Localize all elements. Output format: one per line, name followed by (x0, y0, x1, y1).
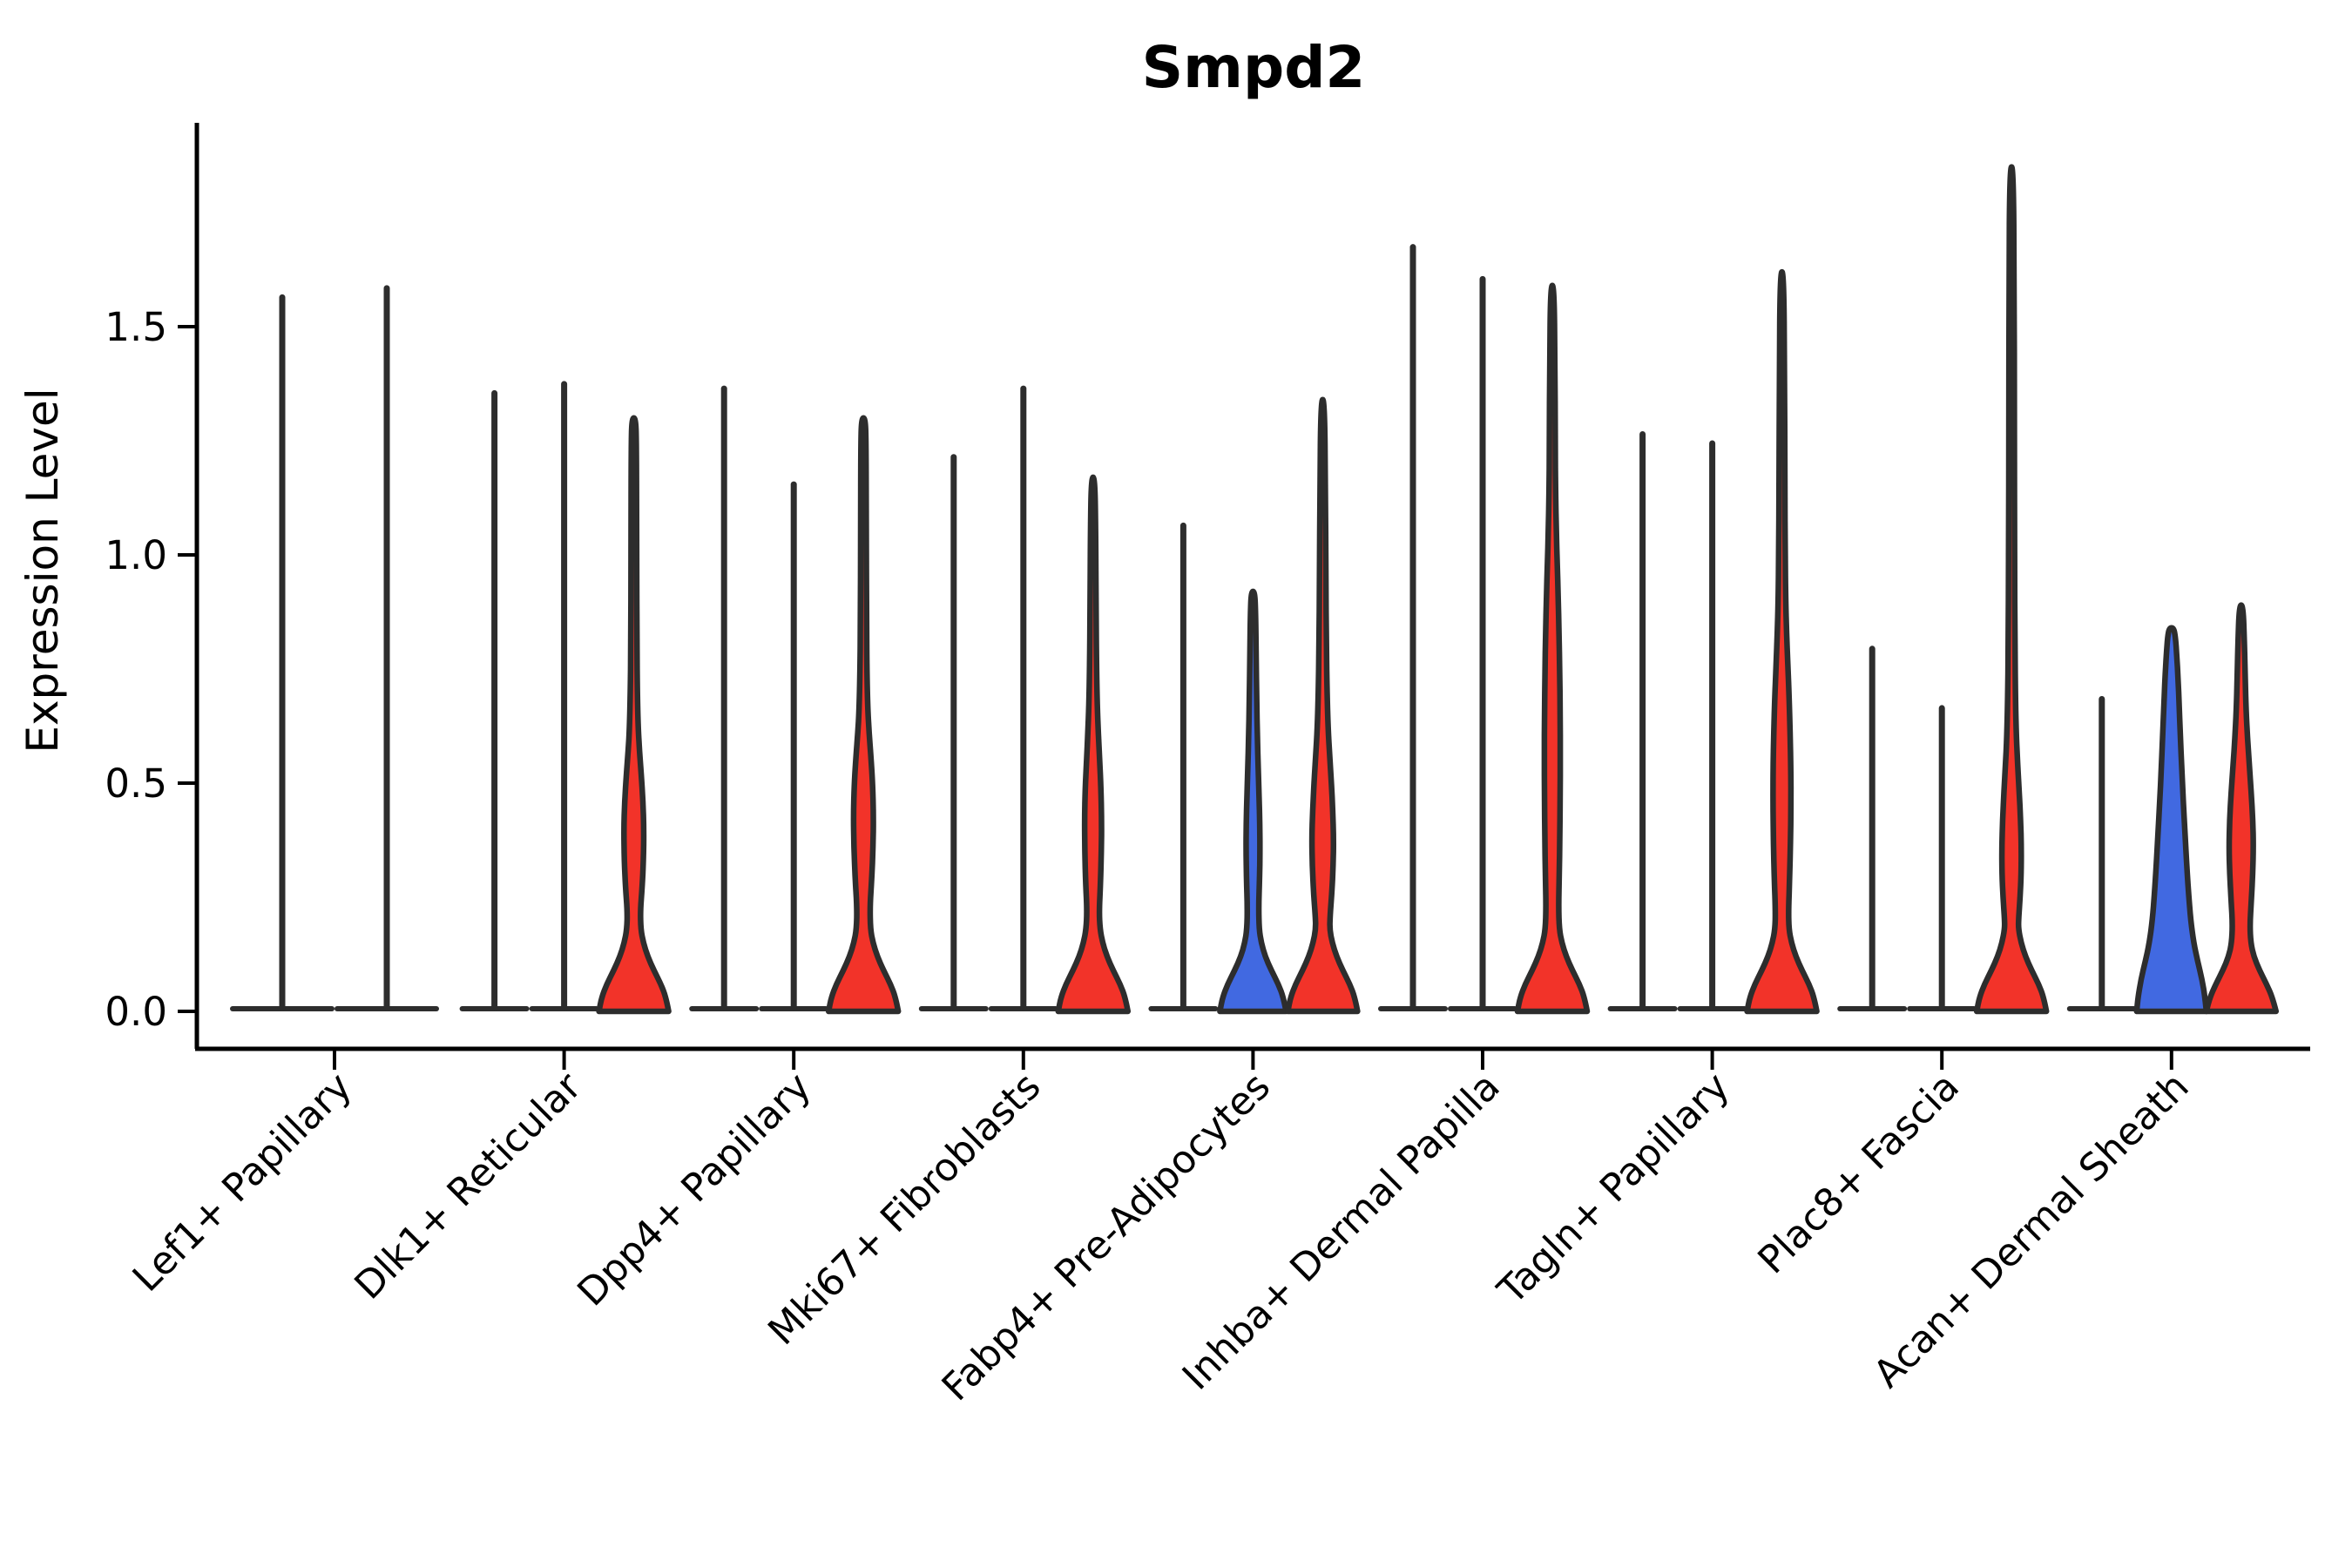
violin-body-7-2 (1973, 164, 2050, 1015)
violin-body-3-2 (1055, 474, 1132, 1015)
violin-body-4-1 (1217, 588, 1289, 1015)
violin-body-8-2 (2203, 602, 2280, 1015)
x-tick-label-7: Plac8+ Fascia (1749, 1064, 1968, 1283)
violins-layer (230, 164, 2280, 1015)
x-tick-label-0: Lef1+ Papillary (125, 1064, 361, 1301)
plot-title: Smpd2 (1142, 34, 1366, 101)
violin-body-6-2 (1744, 268, 1820, 1015)
x-tick-label-1: Dlk1+ Reticular (346, 1064, 591, 1308)
y-axis-label: Expression Level (17, 388, 68, 753)
violin-body-4-2 (1285, 396, 1361, 1015)
y-tick-label-3: 1.5 (105, 304, 167, 350)
y-tick-label-2: 1.0 (105, 532, 167, 578)
violin-body-8-1 (2133, 625, 2210, 1015)
violin-body-5-2 (1514, 282, 1591, 1015)
y-tick-label-1: 0.5 (105, 760, 167, 807)
x-tick-label-6: Tagln+ Papillary (1489, 1064, 1738, 1314)
violin-body-2-2 (825, 415, 902, 1015)
violin-body-1-2 (596, 415, 672, 1015)
y-tick-label-0: 0.0 (105, 989, 167, 1035)
x-tick-label-2: Dpp4+ Papillary (569, 1064, 820, 1315)
y-axis-ticks: 0.0 0.5 1.0 1.5 (105, 304, 197, 1035)
